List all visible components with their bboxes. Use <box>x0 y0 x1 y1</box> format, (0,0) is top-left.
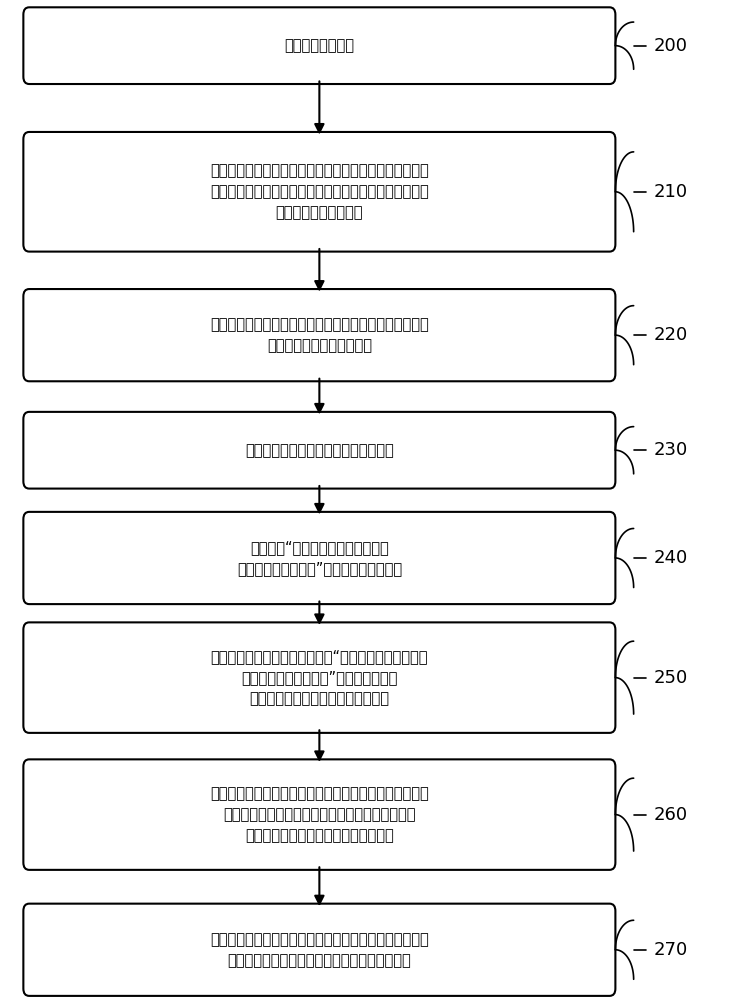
FancyBboxPatch shape <box>23 622 615 733</box>
Text: 200: 200 <box>653 37 688 55</box>
Text: 210: 210 <box>653 183 688 201</box>
FancyBboxPatch shape <box>23 759 615 870</box>
Text: 对训练集中的地形图片进行数据预处理: 对训练集中的地形图片进行数据预处理 <box>245 443 393 458</box>
Text: 将目标区域的地形图片输入训练好的的卷积神经网络，通
过卷积神经网络提取地形图片的地形特征，并输出
地形类别分类结果和地形区域分结果割: 将目标区域的地形图片输入训练好的的卷积神经网络，通 过卷积神经网络提取地形图片的… <box>210 786 429 843</box>
Text: 对训练集中的每幅地形图片分别进行垂直翻转和镜像处理
，以增加训练样本的示例数: 对训练集中的每幅地形图片分别进行垂直翻转和镜像处理 ，以增加训练样本的示例数 <box>210 317 429 353</box>
FancyBboxPatch shape <box>23 7 615 84</box>
Text: 将训练集中的地形图片输入基于“区域卷积神经网络分支
＋对象区域全卷积分支”的卷积神经网络
模型，对卷积神经网络模型进行训练: 将训练集中的地形图片输入基于“区域卷积神经网络分支 ＋对象区域全卷积分支”的卷积… <box>211 649 428 706</box>
Text: 采集地形视频数据: 采集地形视频数据 <box>285 38 354 53</box>
FancyBboxPatch shape <box>23 132 615 252</box>
Text: 240: 240 <box>653 549 688 567</box>
Text: 230: 230 <box>653 441 688 459</box>
Text: 根据地形类别分类结果和各地形类别的地形区域分割结果
判断目标区域的地形组成，并以此进行地形规划: 根据地形类别分类结果和各地形类别的地形区域分割结果 判断目标区域的地形组成，并以… <box>210 932 429 968</box>
FancyBboxPatch shape <box>23 412 615 489</box>
Text: 构建基于“区域卷积神经网络分支＋
对象区域全卷积分支”的卷积神经网络模型: 构建基于“区域卷积神经网络分支＋ 对象区域全卷积分支”的卷积神经网络模型 <box>237 540 402 576</box>
FancyBboxPatch shape <box>23 512 615 604</box>
FancyBboxPatch shape <box>23 289 615 381</box>
Text: 250: 250 <box>653 669 688 687</box>
Text: 220: 220 <box>653 326 688 344</box>
FancyBboxPatch shape <box>23 904 615 996</box>
Text: 按照设定的数据分割间隔时间将采集的地形视频数据分割
成多个包含地貌形态的地形图片，将分割的地形图片作为
神经网络模型的训练集: 按照设定的数据分割间隔时间将采集的地形视频数据分割 成多个包含地貌形态的地形图片… <box>210 163 429 220</box>
Text: 270: 270 <box>653 941 688 959</box>
Text: 260: 260 <box>653 806 688 824</box>
